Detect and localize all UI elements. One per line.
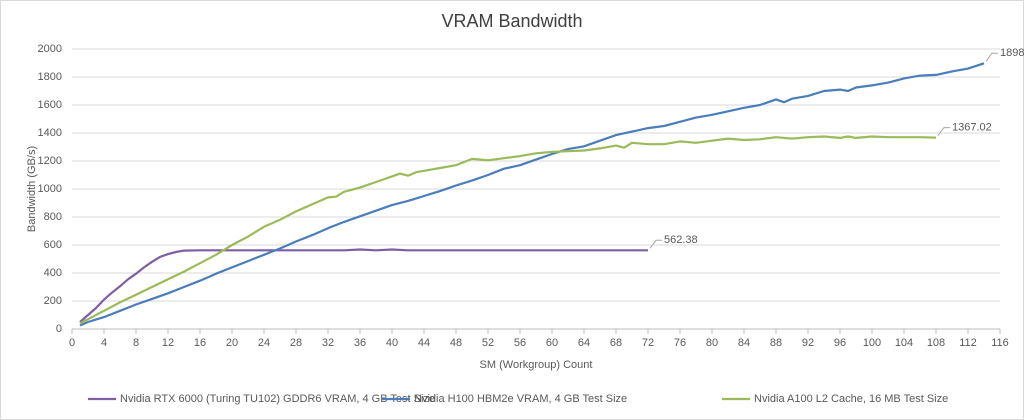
y-tick-label: 1000: [38, 183, 62, 195]
y-tick-label: 600: [44, 239, 62, 251]
data-label: 1367.02: [952, 122, 992, 134]
x-tick-label: 4: [101, 337, 107, 349]
x-tick-label: 88: [770, 337, 782, 349]
y-axis-title: Bandwidth (GB/s): [26, 146, 38, 232]
x-tick-label: 52: [482, 337, 494, 349]
x-tick-label: 56: [514, 337, 526, 349]
x-tick-label: 44: [418, 337, 430, 349]
y-tick-label: 400: [44, 267, 62, 279]
x-tick-label: 48: [450, 337, 462, 349]
x-tick-label: 104: [895, 337, 913, 349]
x-tick-label: 0: [69, 337, 75, 349]
x-tick-label: 96: [834, 337, 846, 349]
chart-title: VRAM Bandwidth: [441, 11, 582, 31]
x-tick-label: 112: [959, 337, 977, 349]
x-tick-label: 8: [133, 337, 139, 349]
x-tick-label: 12: [162, 337, 174, 349]
x-tick-label: 84: [738, 337, 750, 349]
x-tick-label: 64: [578, 337, 590, 349]
series-line: [79, 62, 985, 327]
x-tick-label: 60: [546, 337, 558, 349]
legend-label: Nvidia RTX 6000 (Turing TU102) GDDR6 VRA…: [120, 393, 435, 405]
data-label: 1898.15: [1000, 47, 1024, 59]
y-tick-label: 1400: [38, 127, 62, 139]
x-tick-label: 116: [991, 337, 1009, 349]
x-tick-label: 32: [322, 337, 334, 349]
x-tick-label: 92: [802, 337, 814, 349]
leader-line: [937, 127, 950, 136]
x-axis-title: SM (Workgroup) Count: [480, 359, 593, 371]
leader-line: [985, 52, 998, 62]
y-tick-label: 1600: [38, 99, 62, 111]
y-tick-label: 1200: [38, 155, 62, 167]
y-tick-label: 200: [44, 295, 62, 307]
x-tick-label: 40: [386, 337, 398, 349]
series-line: [79, 248, 648, 323]
x-tick-label: 24: [258, 337, 270, 349]
leader-line: [649, 239, 662, 249]
x-tick-label: 28: [290, 337, 302, 349]
x-tick-label: 20: [226, 337, 238, 349]
series-line: [79, 135, 937, 325]
x-tick-label: 72: [642, 337, 654, 349]
x-tick-label: 76: [674, 337, 686, 349]
data-label: 562.38: [664, 234, 698, 246]
x-tick-label: 68: [610, 337, 622, 349]
x-tick-label: 108: [927, 337, 945, 349]
x-tick-label: 16: [194, 337, 206, 349]
legend-label: Nvidia H100 HBM2e VRAM, 4 GB Test Size: [414, 393, 627, 405]
y-tick-label: 0: [56, 323, 62, 335]
x-tick-label: 36: [354, 337, 366, 349]
x-tick-label: 100: [863, 337, 881, 349]
y-tick-label: 800: [44, 211, 62, 223]
y-tick-label: 2000: [38, 43, 62, 55]
x-tick-label: 80: [706, 337, 718, 349]
legend-label: Nvidia A100 L2 Cache, 16 MB Test Size: [754, 393, 948, 405]
y-tick-label: 1800: [38, 71, 62, 83]
